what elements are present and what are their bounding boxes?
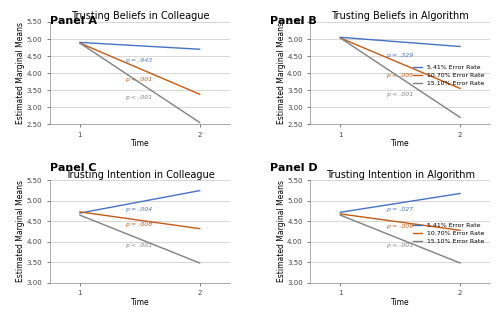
Text: p < .001: p < .001: [126, 95, 152, 100]
X-axis label: Time: Time: [391, 298, 409, 307]
X-axis label: Time: Time: [130, 139, 149, 148]
Text: p = .009: p = .009: [386, 224, 413, 229]
Title: Trusting Beliefs in Colleague: Trusting Beliefs in Colleague: [70, 11, 209, 21]
Y-axis label: Estimated Marginal Means: Estimated Marginal Means: [276, 22, 285, 124]
Title: Trusting Intention in Colleague: Trusting Intention in Colleague: [65, 170, 214, 180]
Y-axis label: Estimated Marginal Means: Estimated Marginal Means: [16, 181, 25, 283]
X-axis label: Time: Time: [130, 298, 149, 307]
Text: p < .001: p < .001: [126, 243, 152, 248]
Text: Panel A: Panel A: [50, 16, 97, 26]
Text: p < .001: p < .001: [386, 243, 413, 248]
Text: p < .001: p < .001: [126, 77, 152, 82]
Text: Panel B: Panel B: [270, 16, 317, 26]
Text: p = .329: p = .329: [386, 53, 413, 58]
Text: p = .004: p = .004: [126, 207, 152, 212]
Text: p = .027: p = .027: [386, 207, 413, 212]
Y-axis label: Estimated Marginal Means: Estimated Marginal Means: [276, 181, 285, 283]
X-axis label: Time: Time: [391, 139, 409, 148]
Text: Panel C: Panel C: [50, 163, 96, 173]
Y-axis label: Estimated Marginal Means: Estimated Marginal Means: [16, 22, 25, 124]
Legend: 5.41% Error Rate, 10.70% Error Rate, 15.10% Error Rate: 5.41% Error Rate, 10.70% Error Rate, 15.…: [410, 220, 487, 246]
Text: Panel D: Panel D: [270, 163, 318, 173]
Text: p < .001: p < .001: [386, 92, 413, 97]
Text: p = .008: p = .008: [126, 222, 152, 227]
Legend: 5.41% Error Rate, 10.70% Error Rate, 15.10% Error Rate: 5.41% Error Rate, 10.70% Error Rate, 15.…: [410, 62, 487, 88]
Text: p = .943: p = .943: [126, 58, 152, 63]
Title: Trusting Beliefs in Algorithm: Trusting Beliefs in Algorithm: [332, 11, 469, 21]
Text: p < .005: p < .005: [386, 73, 413, 78]
Title: Trusting Intention in Algorithm: Trusting Intention in Algorithm: [326, 170, 474, 180]
